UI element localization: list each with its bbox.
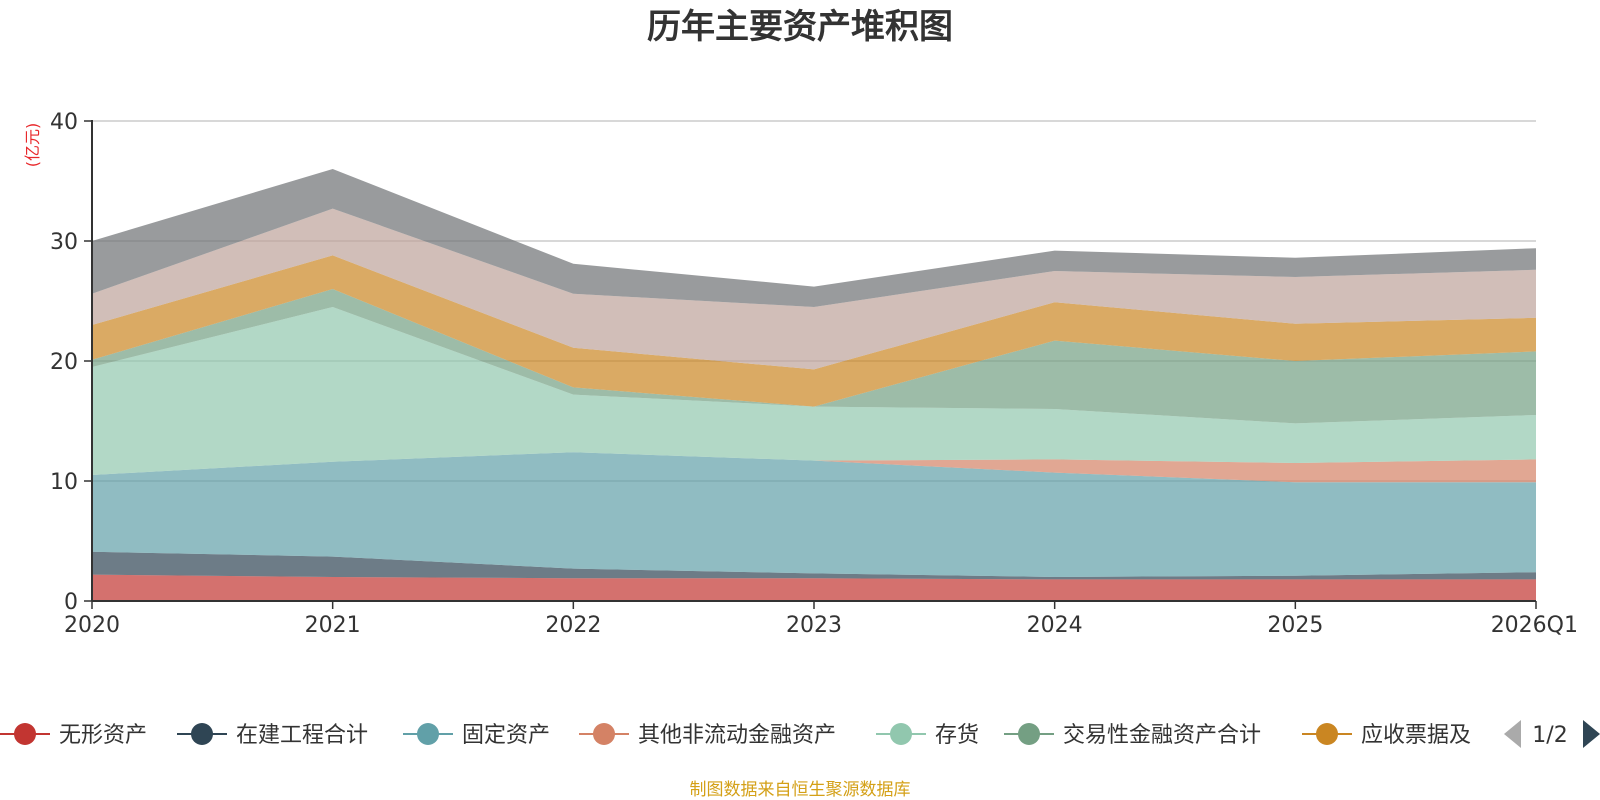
legend-label: 固定资产 xyxy=(462,723,550,748)
legend-item[interactable]: 存货 xyxy=(876,723,979,748)
legend: 无形资产 在建工程合计 固定资产 其他非流动金融资产 存货 交易性金融资产合计 应收票据及 xyxy=(0,723,1471,748)
legend-label: 在建工程合计 xyxy=(236,723,368,748)
legend-pager: 1/2 xyxy=(1504,720,1600,748)
area-series-1 xyxy=(92,574,1536,601)
x-tick-label: 2024 xyxy=(1027,613,1083,638)
legend-item[interactable]: 在建工程合计 xyxy=(177,723,368,748)
chart-title: 历年主要资产堆积图 xyxy=(647,7,953,47)
legend-label: 其他非流动金融资产 xyxy=(638,723,836,748)
area-series-4 xyxy=(92,452,1536,483)
x-tick-label: 2022 xyxy=(545,613,601,638)
area-series-3 xyxy=(92,452,1536,577)
legend-label: 应收票据及 xyxy=(1361,723,1471,748)
area-series-7 xyxy=(92,255,1536,407)
data-source-note: 制图数据来自恒生聚源数据库 xyxy=(690,780,911,800)
area-series-8 xyxy=(92,208,1536,370)
area-series-6 xyxy=(92,289,1536,424)
y-axis-unit-label: (亿元) xyxy=(23,123,42,168)
legend-circle-marker xyxy=(1018,723,1040,745)
legend-circle-marker xyxy=(191,723,213,745)
area-series-9 xyxy=(92,169,1536,307)
legend-item[interactable]: 无形资产 xyxy=(0,723,147,748)
legend-item[interactable]: 其他非流动金融资产 xyxy=(579,723,836,748)
y-tick-label: 40 xyxy=(50,110,78,135)
legend-item[interactable]: 固定资产 xyxy=(403,723,550,748)
x-tick-label: 2026Q1 xyxy=(1491,613,1578,638)
legend-circle-marker xyxy=(1316,723,1338,745)
area-series xyxy=(92,169,1536,601)
legend-item[interactable]: 应收票据及 xyxy=(1302,723,1471,748)
legend-next-icon[interactable] xyxy=(1583,720,1600,748)
area-series-5 xyxy=(92,307,1536,475)
legend-page-indicator: 1/2 xyxy=(1532,723,1567,748)
legend-label: 交易性金融资产合计 xyxy=(1063,723,1261,748)
x-tick-label: 2021 xyxy=(305,613,361,638)
legend-circle-marker xyxy=(417,723,439,745)
legend-label: 存货 xyxy=(935,723,979,748)
y-tick-label: 0 xyxy=(64,590,78,615)
y-tick-label: 10 xyxy=(50,470,78,495)
x-tick-label: 2020 xyxy=(64,613,120,638)
legend-prev-icon[interactable] xyxy=(1504,720,1521,748)
legend-circle-marker xyxy=(593,723,615,745)
legend-circle-marker xyxy=(890,723,912,745)
x-tick-label: 2023 xyxy=(786,613,842,638)
area-series-2 xyxy=(92,551,1536,580)
y-tick-label: 20 xyxy=(50,350,78,375)
axes: 0 10 20 30 40 2020 2021 2022 2023 2024 2025 2026Q1 xyxy=(50,110,1578,638)
legend-item[interactable]: 交易性金融资产合计 xyxy=(1004,723,1261,748)
y-tick-label: 30 xyxy=(50,230,78,255)
legend-circle-marker xyxy=(14,723,36,745)
x-tick-label: 2025 xyxy=(1267,613,1323,638)
legend-label: 无形资产 xyxy=(59,723,147,748)
